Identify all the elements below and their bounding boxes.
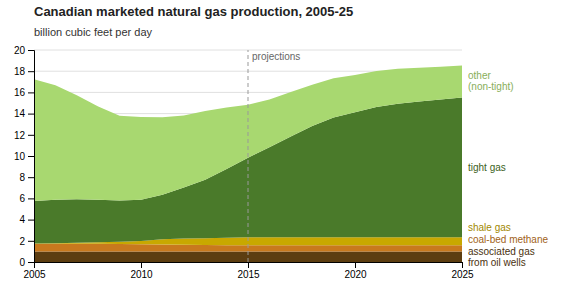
tick: 2020	[344, 262, 367, 280]
series-label: associated gasfrom oil wells	[468, 246, 535, 268]
tick-label: 8	[19, 172, 25, 183]
title: Canadian marketed natural gas production…	[34, 4, 353, 19]
tick-mark	[462, 262, 463, 268]
tick: 2	[19, 236, 34, 247]
tick-label: 2020	[344, 269, 367, 280]
tick-label: 12	[14, 130, 26, 141]
tick-mark	[28, 220, 34, 221]
tick-mark	[141, 262, 142, 268]
tick-label: 14	[14, 108, 26, 119]
tick-mark	[28, 198, 34, 199]
tick-label: 4	[19, 214, 25, 225]
series-label-line: tight gas	[468, 162, 506, 173]
tick-mark	[355, 262, 356, 268]
tick-mark	[28, 114, 34, 115]
series-label-line: shale gas	[468, 222, 511, 233]
tick-mark	[28, 92, 34, 93]
axis-line	[35, 263, 463, 269]
tick-mark	[28, 135, 34, 136]
x-axis: 2005 2010 2015 2020 2025	[23, 262, 474, 280]
series-label-line: coal-bed methane	[468, 234, 548, 245]
y-axis: 0 2 4 6 8 10 12 14 16 18 20	[14, 45, 35, 268]
tick-mark	[28, 177, 34, 178]
tick: 6	[19, 193, 34, 204]
series-label: other(non-tight)	[468, 70, 514, 92]
tick-label: 20	[14, 45, 26, 56]
tick-label: 16	[14, 87, 26, 98]
tick: 18	[14, 66, 34, 77]
tick: 16	[14, 87, 34, 98]
tick: 2015	[237, 262, 260, 280]
tick-label: 2	[19, 236, 25, 247]
series-label-line: from oil wells	[468, 257, 526, 268]
tick: 14	[14, 108, 34, 119]
tick-label: 6	[19, 193, 25, 204]
tick-label: 2005	[23, 269, 46, 280]
tick: 4	[19, 214, 34, 225]
tick: 12	[14, 130, 34, 141]
tick-label: 2025	[451, 269, 474, 280]
y-axis-title: billion cubic feet per day	[34, 26, 153, 38]
tick-label: 2015	[237, 269, 260, 280]
series-label: coal-bed methane	[468, 234, 548, 245]
tick-mark	[28, 71, 34, 72]
tick-mark	[248, 262, 249, 268]
chart: Canadian marketed natural gas production…	[0, 0, 574, 286]
annotation-line	[248, 50, 249, 262]
tick-label: 10	[14, 151, 26, 162]
tick: 0	[19, 257, 34, 268]
tick-label: 18	[14, 66, 26, 77]
tick-mark	[28, 50, 34, 51]
tick-mark	[28, 156, 34, 157]
tick: 20	[14, 45, 34, 56]
tick-mark	[28, 241, 34, 242]
tick: 8	[19, 172, 34, 183]
series-label: shale gas	[468, 222, 511, 233]
axis-line	[28, 51, 35, 263]
tick-label: 0	[19, 257, 25, 268]
series-label-line: (non-tight)	[468, 81, 514, 92]
series-label-line: associated gas	[468, 246, 535, 257]
annotation: projections	[252, 51, 300, 62]
tick: 2010	[130, 262, 153, 280]
plot-area	[34, 50, 462, 262]
tick: 2005	[23, 262, 46, 280]
tick-mark	[28, 262, 34, 263]
series-label: tight gas	[468, 162, 506, 173]
tick-label: 2010	[130, 269, 153, 280]
tick: 10	[14, 151, 34, 162]
series-label-line: other	[468, 70, 491, 81]
grid	[34, 50, 462, 262]
